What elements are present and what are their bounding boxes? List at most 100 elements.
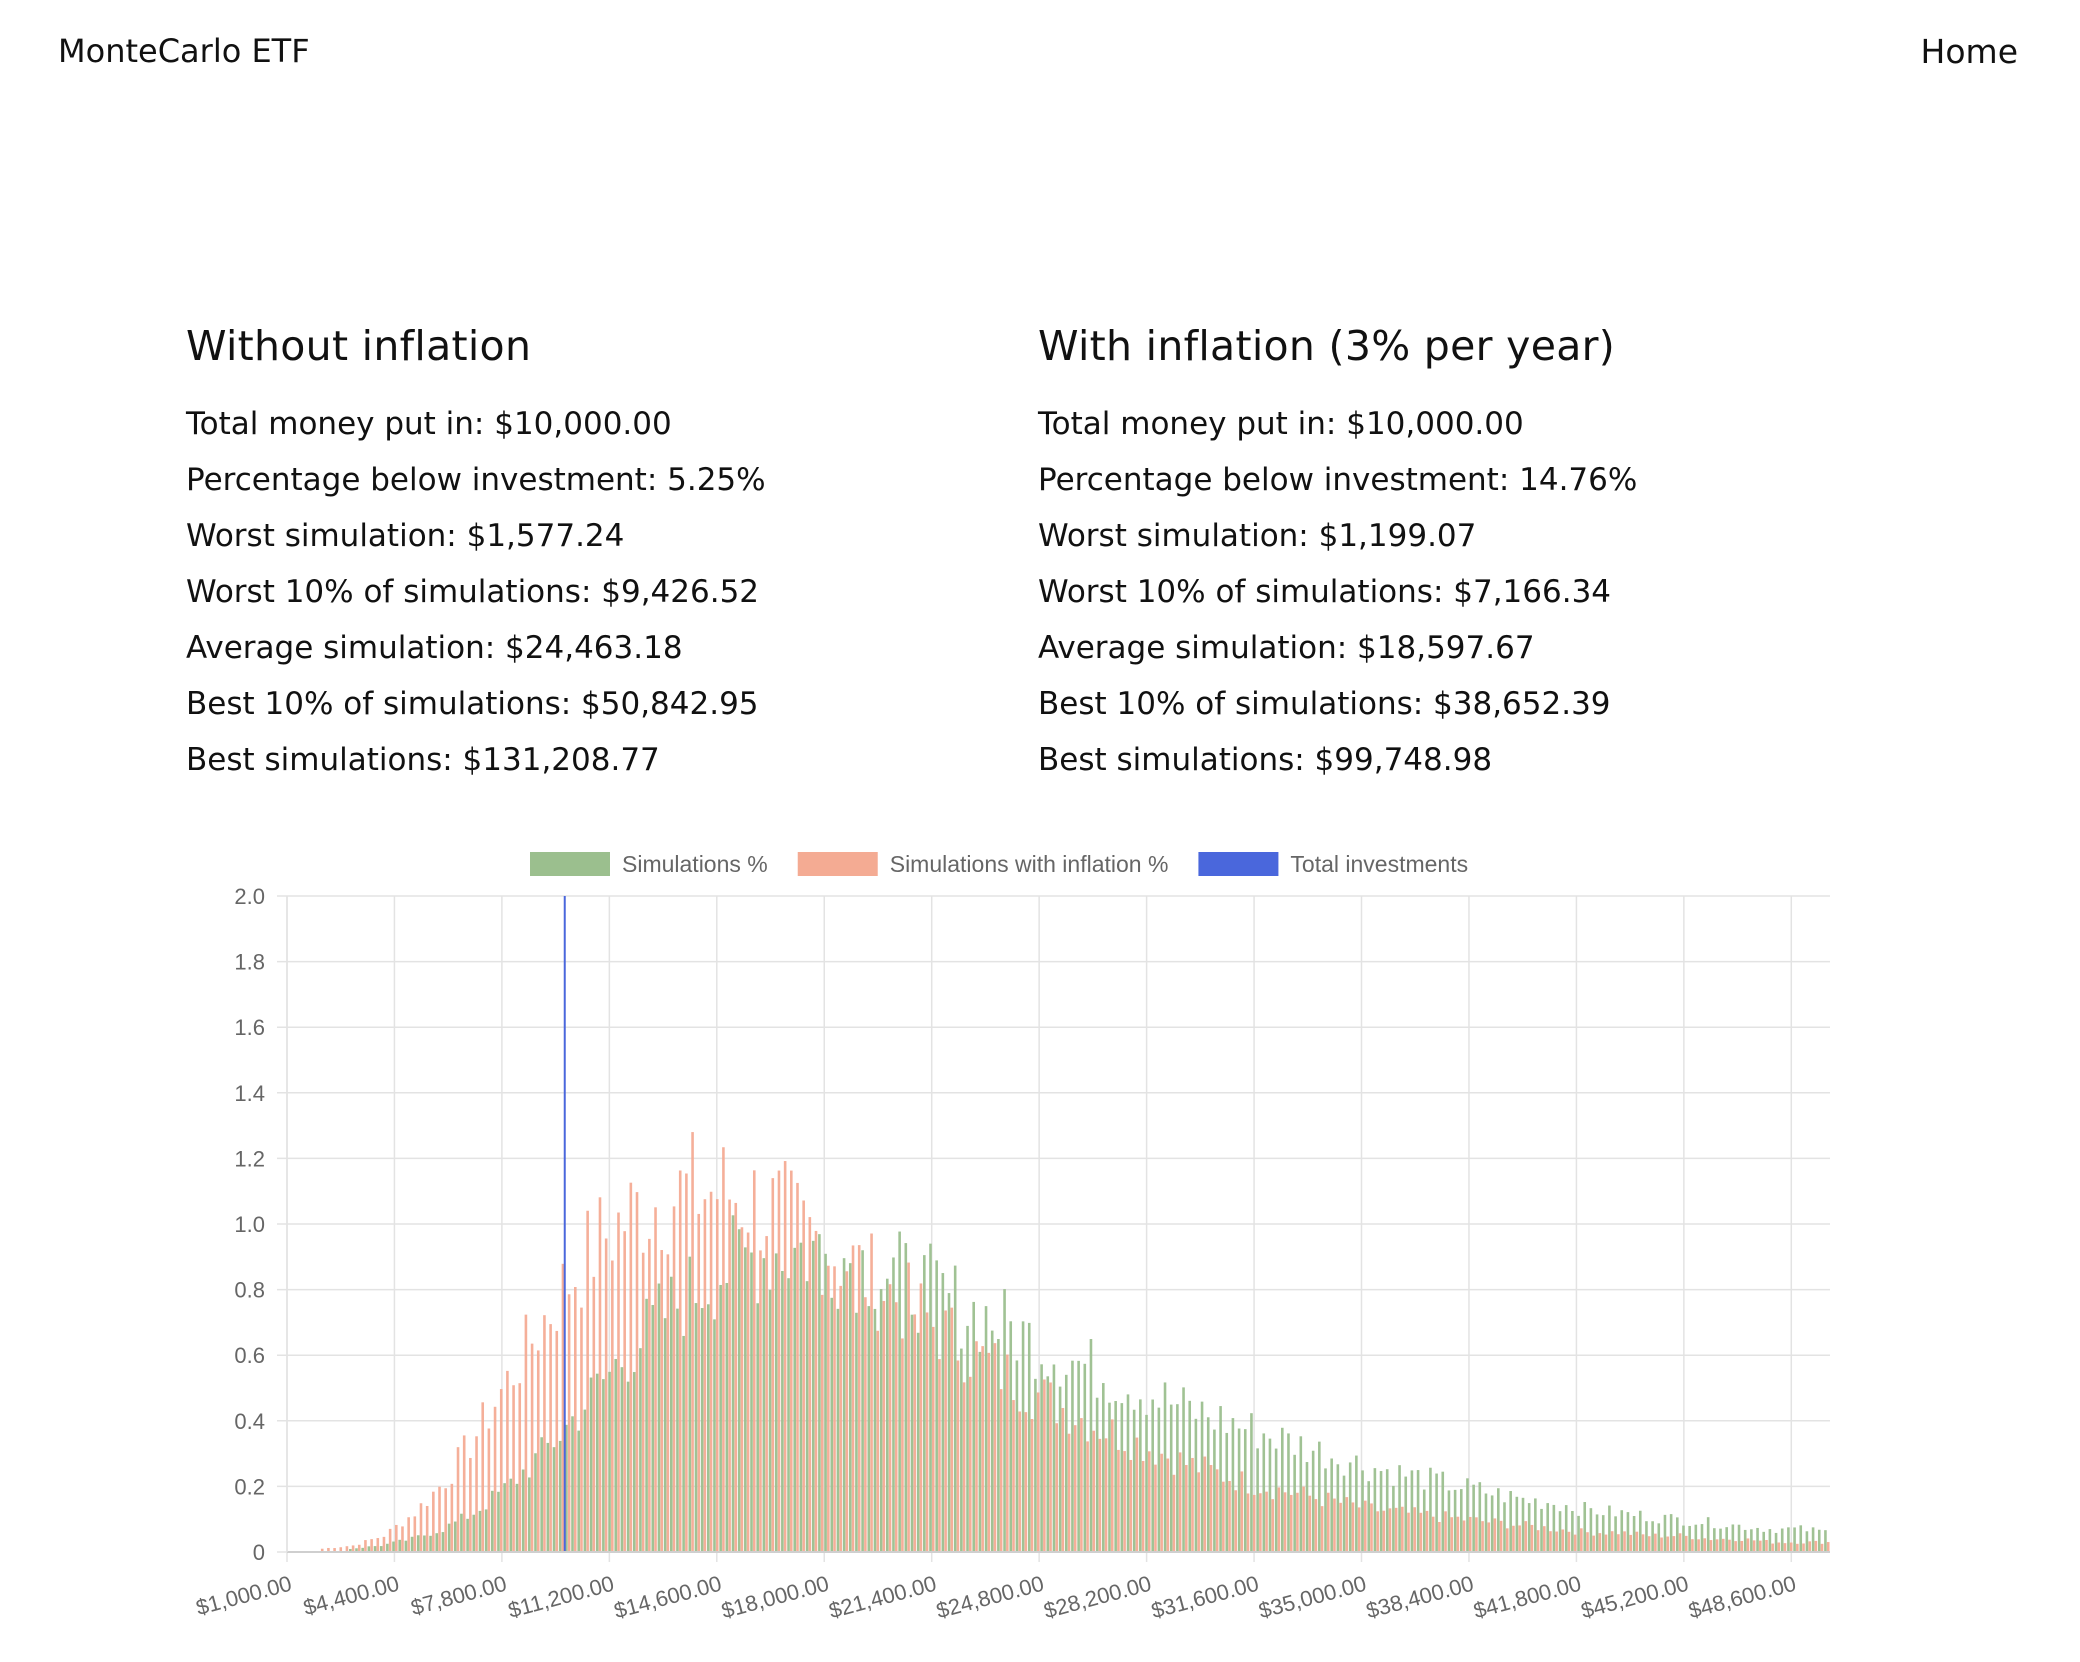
histogram-bar	[1737, 1524, 1741, 1552]
histogram-bar	[691, 1132, 694, 1552]
histogram-bar	[1333, 1498, 1336, 1552]
histogram-bar	[1765, 1539, 1768, 1552]
histogram-bar	[1030, 1418, 1034, 1552]
histogram-bar	[1666, 1536, 1670, 1552]
histogram-bar	[984, 1306, 988, 1552]
histogram-bar	[1802, 1543, 1805, 1552]
best-10pct-stat: Best 10% of simulations: $38,652.39	[1038, 686, 1611, 722]
histogram-bar	[349, 1548, 352, 1552]
histogram-bar	[1780, 1528, 1784, 1552]
legend-swatch	[1198, 852, 1279, 876]
histogram-bar	[515, 1483, 519, 1552]
histogram-bar	[734, 1202, 738, 1552]
histogram-bar	[1231, 1418, 1235, 1552]
histogram-bar	[1604, 1534, 1608, 1552]
histogram-bar	[1376, 1511, 1379, 1552]
histogram-bar	[1262, 1433, 1266, 1552]
histogram-bar	[1466, 1478, 1469, 1552]
histogram-bar	[1719, 1528, 1722, 1552]
histogram-bar	[1206, 1417, 1210, 1552]
histogram-bar	[935, 1260, 938, 1552]
histogram-bar	[1632, 1516, 1636, 1552]
histogram-bar	[1771, 1543, 1774, 1552]
histogram-bar	[1543, 1526, 1546, 1552]
histogram-bar	[672, 1206, 676, 1552]
histogram-bar	[503, 1483, 506, 1552]
histogram-bar	[1274, 1448, 1278, 1552]
histogram-bar	[1731, 1524, 1735, 1552]
histogram-bar	[407, 1517, 410, 1552]
histogram-bar	[1530, 1524, 1534, 1552]
histogram-bar	[1009, 1321, 1013, 1552]
histogram-bar	[373, 1546, 377, 1552]
histogram-bar	[715, 1199, 719, 1552]
histogram-bar	[497, 1491, 500, 1552]
histogram-bar	[1493, 1518, 1497, 1552]
histogram-bar	[682, 1335, 685, 1552]
histogram-bar	[339, 1547, 343, 1552]
histogram-bar	[722, 1147, 725, 1552]
histogram-bar	[1777, 1542, 1781, 1552]
histogram-bar	[1024, 1412, 1028, 1552]
histogram-bar	[1540, 1508, 1543, 1552]
histogram-bar	[1518, 1525, 1521, 1552]
histogram-bar	[1709, 1540, 1713, 1552]
histogram-bar	[1567, 1531, 1571, 1552]
histogram-bar	[1283, 1492, 1287, 1552]
histogram-bar	[441, 1532, 445, 1552]
histogram-bar	[1614, 1516, 1617, 1552]
histogram-bar	[1040, 1364, 1043, 1552]
histogram-bar	[663, 1318, 667, 1552]
histogram-bar	[1117, 1449, 1120, 1552]
histogram-bar	[1608, 1505, 1611, 1552]
histogram-bar	[598, 1197, 602, 1552]
histogram-bar	[781, 1271, 784, 1552]
histogram-bar	[1601, 1515, 1605, 1552]
histogram-bar	[1043, 1379, 1046, 1552]
histogram-bar	[1697, 1539, 1700, 1552]
histogram-bar	[1326, 1492, 1330, 1552]
histogram-bar	[536, 1350, 540, 1552]
histogram-bar	[1799, 1525, 1803, 1552]
total-invested-stat: Total money put in: $10,000.00	[1038, 406, 1524, 442]
histogram-bar	[1200, 1401, 1204, 1552]
histogram-bar	[676, 1308, 679, 1552]
histogram-bar	[1289, 1494, 1293, 1552]
histogram-bar	[1108, 1402, 1111, 1552]
histogram-bar	[944, 1310, 947, 1552]
histogram-bar	[320, 1548, 324, 1552]
histogram-bar	[1071, 1360, 1074, 1552]
x-tick-label: $7,800.00	[408, 1571, 509, 1620]
histogram-bar	[1299, 1436, 1303, 1552]
histogram-bar	[388, 1528, 392, 1552]
histogram-bar	[1367, 1481, 1371, 1552]
histogram-bar	[1147, 1451, 1151, 1552]
histogram-bar	[1824, 1530, 1827, 1552]
histogram-bar	[814, 1230, 818, 1552]
percentage-below-stat: Percentage below investment: 14.76%	[1038, 462, 1638, 498]
x-tick-label: $38,400.00	[1363, 1571, 1476, 1624]
histogram-bar	[1194, 1418, 1198, 1552]
histogram-bar	[1413, 1507, 1416, 1552]
x-tick-label: $24,800.00	[934, 1571, 1047, 1624]
histogram-bar	[1225, 1432, 1229, 1552]
histogram-bar	[1441, 1471, 1445, 1552]
histogram-bar	[1456, 1516, 1460, 1552]
histogram-bar	[1684, 1535, 1688, 1552]
histogram-bar	[1095, 1397, 1099, 1552]
histogram-bar	[410, 1536, 414, 1552]
histogram-bar	[499, 1389, 503, 1552]
app-brand[interactable]: MonteCarlo ETF	[58, 32, 310, 70]
nav-home-link[interactable]: Home	[1920, 32, 2018, 71]
histogram-bar	[1481, 1521, 1484, 1552]
histogram-bar	[1355, 1455, 1358, 1552]
histogram-bar	[830, 1297, 834, 1552]
histogram-bar	[1564, 1505, 1568, 1552]
histogram-bar	[1110, 1419, 1114, 1552]
histogram-bar	[1176, 1404, 1179, 1552]
histogram-bar	[567, 1294, 571, 1552]
histogram-bar	[1435, 1473, 1438, 1552]
histogram-bar	[1740, 1540, 1744, 1552]
histogram-bar	[1006, 1354, 1009, 1552]
histogram-bar	[1169, 1404, 1173, 1552]
